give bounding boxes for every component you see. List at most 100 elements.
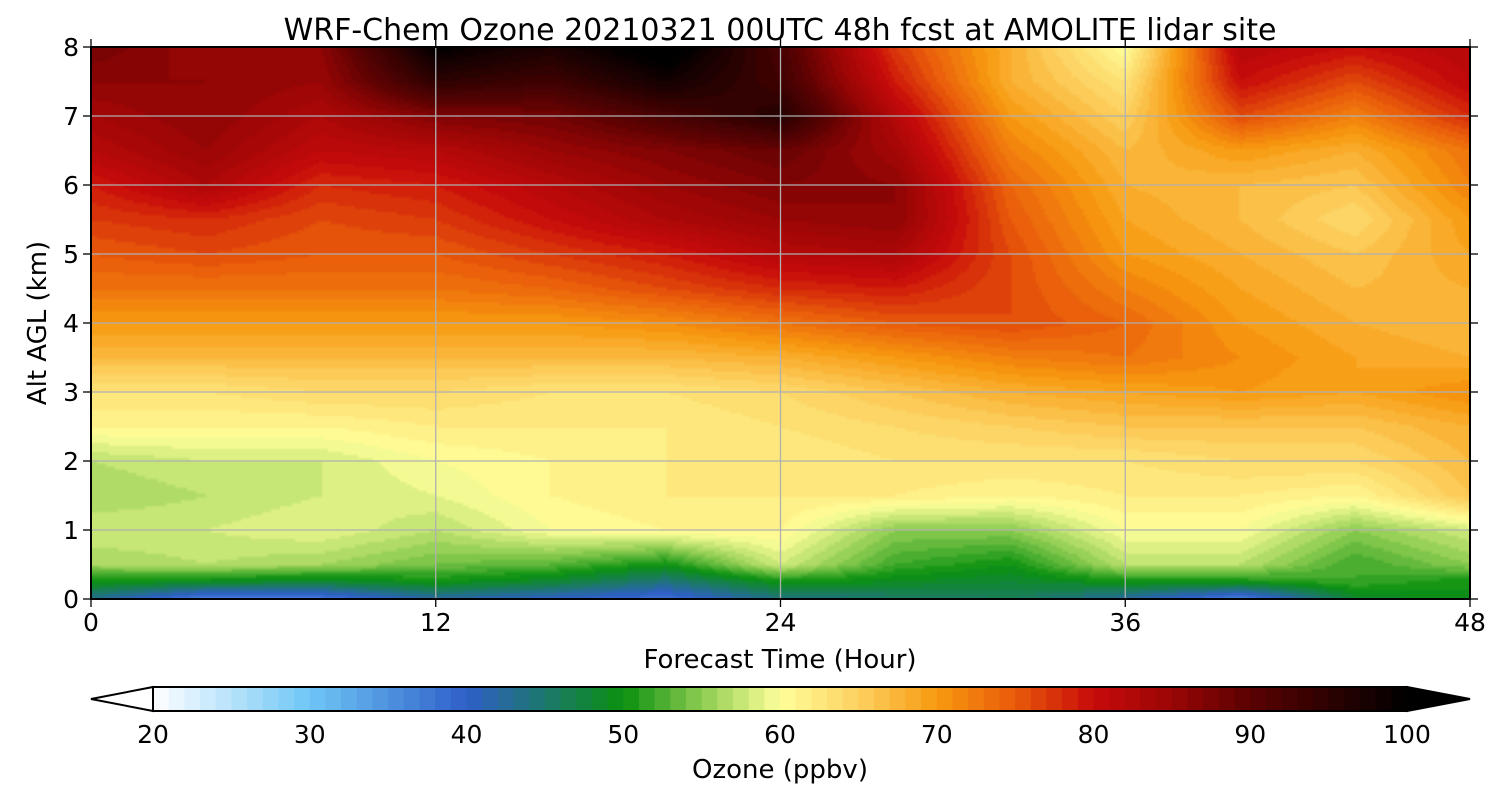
colorbar-segment	[952, 687, 969, 711]
colorbar-segment	[341, 687, 358, 711]
x-axis-label: Forecast Time (Hour)	[643, 645, 916, 675]
colorbar-segment	[1109, 687, 1126, 711]
x-tick-label: 36	[1109, 608, 1141, 637]
y-tick-label: 2	[63, 447, 79, 476]
colorbar-segment	[497, 687, 515, 711]
colorbar-segment	[529, 687, 546, 711]
colorbar-segment	[780, 687, 797, 711]
colorbar-segment	[889, 687, 907, 711]
colorbar-segment	[1281, 687, 1298, 711]
colorbar-segment	[262, 687, 280, 711]
colorbar-segment	[1062, 687, 1079, 711]
colorbar-segment	[325, 687, 342, 711]
colorbar-segment	[184, 687, 201, 711]
colorbar-segment	[858, 687, 875, 711]
colorbar-segment	[999, 687, 1016, 711]
y-axis-label: Alt AGL (km)	[23, 241, 53, 405]
colorbar-segment	[654, 687, 671, 711]
colorbar-label: Ozone (ppbv)	[692, 755, 868, 785]
colorbar-segment	[795, 687, 812, 711]
colorbar-segment	[560, 687, 577, 711]
x-tick-label: 0	[83, 608, 99, 637]
colorbar-segment	[874, 687, 891, 711]
colorbar-segment	[1156, 687, 1173, 711]
y-axis-ticks: 0 1 2 3 4 5 6 7 8	[63, 33, 1478, 614]
colorbar-segment	[231, 687, 248, 711]
colorbar-segment	[435, 687, 452, 711]
colorbar-segment	[1328, 687, 1345, 711]
colorbar-segment	[309, 687, 327, 711]
colorbar-ticks: 20 30 40 50 60 70 80 90 100	[137, 720, 1431, 749]
colorbar-segment	[513, 687, 530, 711]
colorbar-segment	[1234, 687, 1251, 711]
colorbar-segment	[450, 687, 468, 711]
colorbar-segment	[811, 687, 828, 711]
y-tick-label: 0	[63, 585, 79, 614]
colorbar-segment	[732, 687, 750, 711]
x-tick-label: 24	[765, 608, 797, 637]
colorbar-segment	[1312, 687, 1330, 711]
colorbar-tick-label: 60	[764, 720, 796, 749]
colorbar-segment	[1359, 687, 1377, 711]
colorbar-segment	[419, 687, 436, 711]
colorbar-segment	[607, 687, 624, 711]
colorbar-segment	[1046, 687, 1063, 711]
x-tick-label: 48	[1454, 608, 1486, 637]
colorbar-tick-label: 30	[294, 720, 326, 749]
colorbar-segment	[827, 687, 844, 711]
colorbar-segment	[638, 687, 656, 711]
colorbar-segment	[983, 687, 1001, 711]
colorbar-segment	[1171, 687, 1189, 711]
colorbar-segment	[576, 687, 593, 711]
colorbar-segment	[1140, 687, 1157, 711]
x-axis-ticks: 0 12 24 36 48	[83, 39, 1486, 637]
colorbar-segment	[1391, 687, 1408, 711]
y-tick-label: 7	[63, 102, 79, 131]
colorbar-segment	[247, 687, 264, 711]
colorbar-segment	[1297, 687, 1314, 711]
colorbar-segment	[968, 687, 985, 711]
colorbar-segment	[936, 687, 954, 711]
y-tick-label: 8	[63, 33, 79, 62]
colorbar-extend-high	[1406, 685, 1471, 713]
colorbar-segment	[905, 687, 922, 711]
colorbar-tick-label: 20	[137, 720, 169, 749]
y-tick-label: 5	[63, 240, 79, 269]
colorbar-segment	[717, 687, 734, 711]
colorbar-segment	[1093, 687, 1110, 711]
colorbar-segment	[1015, 687, 1032, 711]
colorbar-tick-label: 70	[921, 720, 953, 749]
colorbar-segment	[403, 687, 421, 711]
colorbar: 20 30 40 50 60 70 80 90 100 Ozone (ppbv)	[90, 685, 1471, 785]
colorbar-tick-label: 80	[1078, 720, 1110, 749]
colorbar-tick-label: 40	[451, 720, 483, 749]
y-tick-label: 6	[63, 171, 79, 200]
colorbar-segment	[591, 687, 609, 711]
colorbar-segment	[215, 687, 232, 711]
colorbar-segment	[1124, 687, 1142, 711]
colorbar-segment	[544, 687, 562, 711]
colorbar-segment	[1344, 687, 1361, 711]
colorbar-segment	[1265, 687, 1283, 711]
y-tick-label: 1	[63, 516, 79, 545]
colorbar-segment	[701, 687, 718, 711]
colorbar-segment	[670, 687, 687, 711]
colorbar-segment	[153, 687, 170, 711]
colorbar-tick-label: 50	[607, 720, 639, 749]
colorbar-segment	[1218, 687, 1236, 711]
colorbar-segment	[842, 687, 859, 711]
y-tick-label: 4	[63, 309, 79, 338]
colorbar-segment	[685, 687, 703, 711]
colorbar-segment	[294, 687, 311, 711]
colorbar-segment	[1030, 687, 1048, 711]
colorbar-segment	[921, 687, 938, 711]
colorbar-segment	[388, 687, 405, 711]
colorbar-tick-label: 90	[1234, 720, 1266, 749]
colorbar-segment	[764, 687, 781, 711]
colorbar-segment	[1375, 687, 1392, 711]
colorbar-segment	[1203, 687, 1220, 711]
colorbar-segments	[153, 687, 1408, 711]
colorbar-segment	[1077, 687, 1095, 711]
